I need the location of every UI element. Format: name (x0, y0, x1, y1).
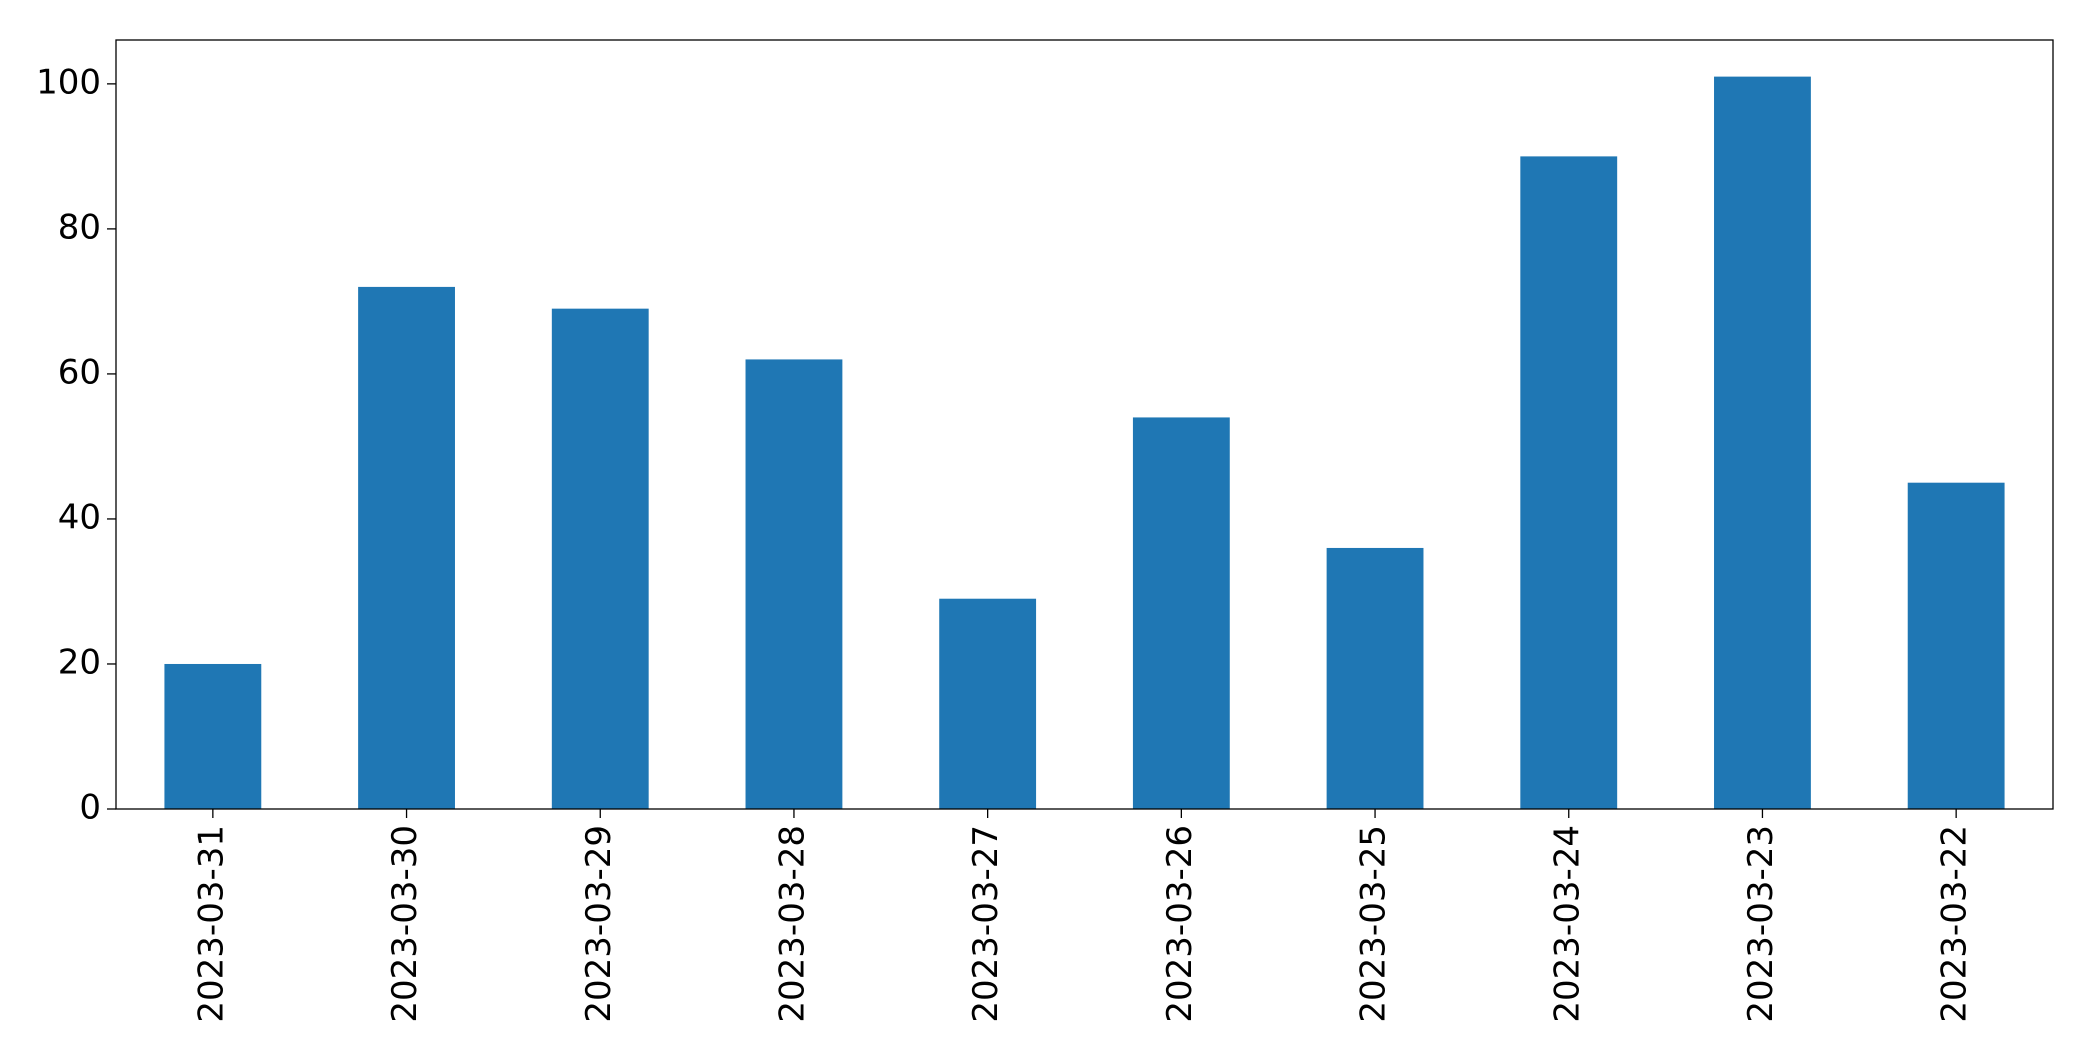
bar (1907, 482, 2005, 809)
x-tick-label: 2023-03-31 (191, 825, 231, 1023)
y-tick-label: 40 (58, 497, 101, 537)
bar (939, 598, 1037, 809)
bar (164, 663, 262, 809)
y-tick-label: 80 (58, 207, 101, 247)
x-tick-label: 2023-03-27 (966, 825, 1006, 1023)
x-tick-label: 2023-03-30 (385, 825, 425, 1023)
x-tick-label: 2023-03-29 (579, 825, 619, 1023)
y-tick-label: 60 (58, 352, 101, 392)
bar (1132, 417, 1230, 809)
x-tick-label: 2023-03-25 (1354, 825, 1394, 1023)
x-tick-label: 2023-03-24 (1547, 825, 1587, 1023)
y-tick-label: 20 (58, 642, 101, 682)
bar (551, 308, 649, 809)
x-tick-label: 2023-03-23 (1741, 825, 1781, 1023)
x-tick-label: 2023-03-22 (1935, 825, 1975, 1023)
y-tick-label: 0 (79, 788, 101, 828)
plot-frame (115, 39, 2054, 810)
bar (1714, 76, 1811, 810)
y-tick-label: 100 (36, 62, 101, 102)
bar (1326, 547, 1424, 809)
x-tick-label: 2023-03-26 (1160, 825, 1200, 1023)
x-tick-label: 2023-03-28 (772, 825, 812, 1023)
bar (745, 359, 843, 809)
bar (358, 286, 455, 810)
bar (1520, 156, 1618, 810)
